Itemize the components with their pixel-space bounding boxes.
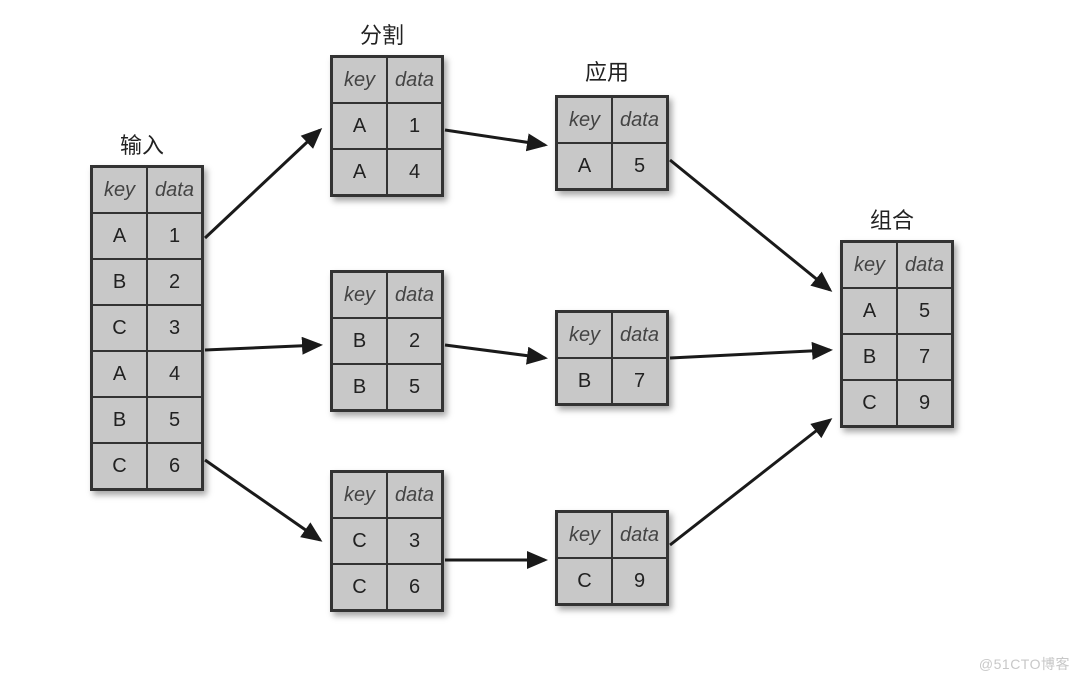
header-cell: data <box>387 472 442 518</box>
header-cell: key <box>92 167 147 213</box>
table-split-0: keydataA1A4 <box>330 55 444 197</box>
table-cell: C <box>92 305 147 351</box>
header-cell: data <box>147 167 202 213</box>
flow-arrow <box>670 160 830 290</box>
table-split-2: keydataC3C6 <box>330 470 444 612</box>
header-cell: key <box>842 242 897 288</box>
table-cell: 2 <box>387 318 442 364</box>
header-cell: data <box>612 512 667 558</box>
header-cell: data <box>387 272 442 318</box>
table-cell: 6 <box>147 443 202 489</box>
table-cell: A <box>92 351 147 397</box>
table-row: C9 <box>842 380 952 426</box>
table-row: C6 <box>92 443 202 489</box>
table-cell: 5 <box>612 143 667 189</box>
label-split: 分割 <box>360 18 404 50</box>
table-cell: 5 <box>897 288 952 334</box>
table-row: B7 <box>842 334 952 380</box>
label-apply: 应用 <box>585 55 629 87</box>
watermark: @51CTO博客 <box>979 654 1070 674</box>
table-cell: B <box>332 364 387 410</box>
table-cell: B <box>92 259 147 305</box>
table-cell: C <box>332 518 387 564</box>
flow-arrow <box>205 460 320 540</box>
table-cell: A <box>92 213 147 259</box>
table-cell: 2 <box>147 259 202 305</box>
table-row: A5 <box>557 143 667 189</box>
table-cell: A <box>557 143 612 189</box>
table-row: C3 <box>92 305 202 351</box>
table-row: B2 <box>92 259 202 305</box>
table-split-1: keydataB2B5 <box>330 270 444 412</box>
header-cell: data <box>612 312 667 358</box>
table-row: C9 <box>557 558 667 604</box>
table-row: B5 <box>332 364 442 410</box>
table-cell: 3 <box>387 518 442 564</box>
table-cell: A <box>842 288 897 334</box>
table-row: A1 <box>92 213 202 259</box>
table-cell: 4 <box>147 351 202 397</box>
header-cell: data <box>387 57 442 103</box>
table-combine: keydataA5B7C9 <box>840 240 954 428</box>
table-row: C3 <box>332 518 442 564</box>
table-cell: B <box>842 334 897 380</box>
table-row: B5 <box>92 397 202 443</box>
table-cell: B <box>332 318 387 364</box>
table-cell: 9 <box>612 558 667 604</box>
table-cell: C <box>332 564 387 610</box>
table-apply-2: keydataC9 <box>555 510 669 606</box>
flow-arrow <box>670 420 830 545</box>
flow-arrow <box>445 345 545 358</box>
table-cell: 6 <box>387 564 442 610</box>
table-cell: 4 <box>387 149 442 195</box>
table-row: B7 <box>557 358 667 404</box>
table-cell: C <box>842 380 897 426</box>
table-cell: 5 <box>147 397 202 443</box>
table-input: keydataA1B2C3A4B5C6 <box>90 165 204 491</box>
table-cell: A <box>332 103 387 149</box>
table-row: A4 <box>92 351 202 397</box>
header-cell: key <box>557 97 612 143</box>
table-row: B2 <box>332 318 442 364</box>
flow-arrow <box>205 345 320 350</box>
table-apply-0: keydataA5 <box>555 95 669 191</box>
flow-arrow <box>205 130 320 238</box>
header-cell: key <box>557 512 612 558</box>
table-cell: 1 <box>147 213 202 259</box>
label-combine: 组合 <box>870 203 914 235</box>
header-cell: data <box>897 242 952 288</box>
table-row: A4 <box>332 149 442 195</box>
table-apply-1: keydataB7 <box>555 310 669 406</box>
header-cell: key <box>557 312 612 358</box>
table-cell: B <box>557 358 612 404</box>
table-cell: 1 <box>387 103 442 149</box>
flow-arrow <box>445 130 545 145</box>
table-cell: C <box>557 558 612 604</box>
table-cell: 7 <box>897 334 952 380</box>
header-cell: key <box>332 472 387 518</box>
table-cell: 7 <box>612 358 667 404</box>
header-cell: key <box>332 272 387 318</box>
table-row: A1 <box>332 103 442 149</box>
table-row: C6 <box>332 564 442 610</box>
flow-arrow <box>670 350 830 358</box>
table-cell: B <box>92 397 147 443</box>
table-cell: 3 <box>147 305 202 351</box>
table-cell: 5 <box>387 364 442 410</box>
label-input: 输入 <box>120 128 164 160</box>
table-cell: 9 <box>897 380 952 426</box>
header-cell: data <box>612 97 667 143</box>
table-cell: A <box>332 149 387 195</box>
table-cell: C <box>92 443 147 489</box>
table-row: A5 <box>842 288 952 334</box>
header-cell: key <box>332 57 387 103</box>
